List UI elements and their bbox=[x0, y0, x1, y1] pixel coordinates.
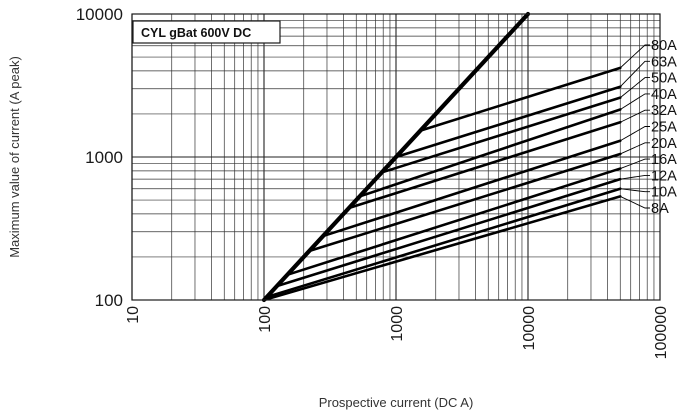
x-tick-label: 100000 bbox=[653, 306, 670, 359]
x-tick-label: 10 bbox=[125, 306, 142, 324]
leader-line-12A bbox=[620, 174, 650, 180]
y-axis-label: Maximum value of current (A peak) bbox=[7, 56, 22, 258]
leader-line-16A bbox=[620, 158, 650, 169]
curve-12A bbox=[275, 177, 622, 288]
curve-10A bbox=[265, 187, 622, 299]
x-axis-label: Prospective current (DC A) bbox=[319, 395, 474, 410]
x-tick-label: 1000 bbox=[389, 306, 406, 342]
curve-63A bbox=[394, 85, 622, 159]
y-tick-label: 10000 bbox=[76, 5, 123, 24]
series-label-20A: 20A bbox=[651, 136, 677, 152]
series-label-25A: 25A bbox=[651, 120, 677, 136]
x-tick-label: 10000 bbox=[521, 306, 538, 351]
curve-20A bbox=[307, 152, 622, 253]
series-label-12A: 12A bbox=[651, 168, 677, 184]
curve-32A bbox=[347, 120, 622, 210]
y-tick-label: 1000 bbox=[85, 148, 123, 167]
leader-line-80A bbox=[619, 44, 650, 69]
leader-line-50A bbox=[619, 77, 650, 99]
curve-16A bbox=[285, 167, 622, 277]
leader-line-10A bbox=[620, 188, 650, 193]
series-label-50A: 50A bbox=[651, 71, 677, 87]
curve-80A bbox=[417, 66, 622, 133]
curve-50A bbox=[380, 96, 622, 174]
series-label-40A: 40A bbox=[651, 87, 677, 103]
legend-title: CYL gBat 600V DC bbox=[141, 26, 251, 40]
series-label-10A: 10A bbox=[651, 185, 677, 201]
leader-line-63A bbox=[619, 60, 650, 88]
series-label-32A: 32A bbox=[651, 103, 677, 119]
series-label-16A: 16A bbox=[651, 152, 677, 168]
curve-25A bbox=[321, 139, 622, 238]
curve-group bbox=[261, 11, 622, 303]
x-tick-label: 100 bbox=[257, 306, 274, 333]
series-label-63A: 63A bbox=[651, 54, 677, 70]
leader-line-40A bbox=[620, 93, 650, 110]
series-label-80A: 80A bbox=[651, 38, 677, 54]
leader-line-20A bbox=[620, 142, 650, 155]
legend-box: CYL gBat 600V DC bbox=[132, 20, 281, 44]
leader-line-8A bbox=[620, 196, 650, 209]
leader-line-25A bbox=[620, 126, 650, 142]
y-tick-label: 100 bbox=[95, 291, 123, 310]
plot-frame bbox=[131, 13, 661, 301]
legend-background bbox=[132, 20, 281, 44]
leader-line-32A bbox=[620, 109, 650, 123]
curve-8A bbox=[262, 195, 622, 302]
curve-40A bbox=[358, 108, 622, 198]
